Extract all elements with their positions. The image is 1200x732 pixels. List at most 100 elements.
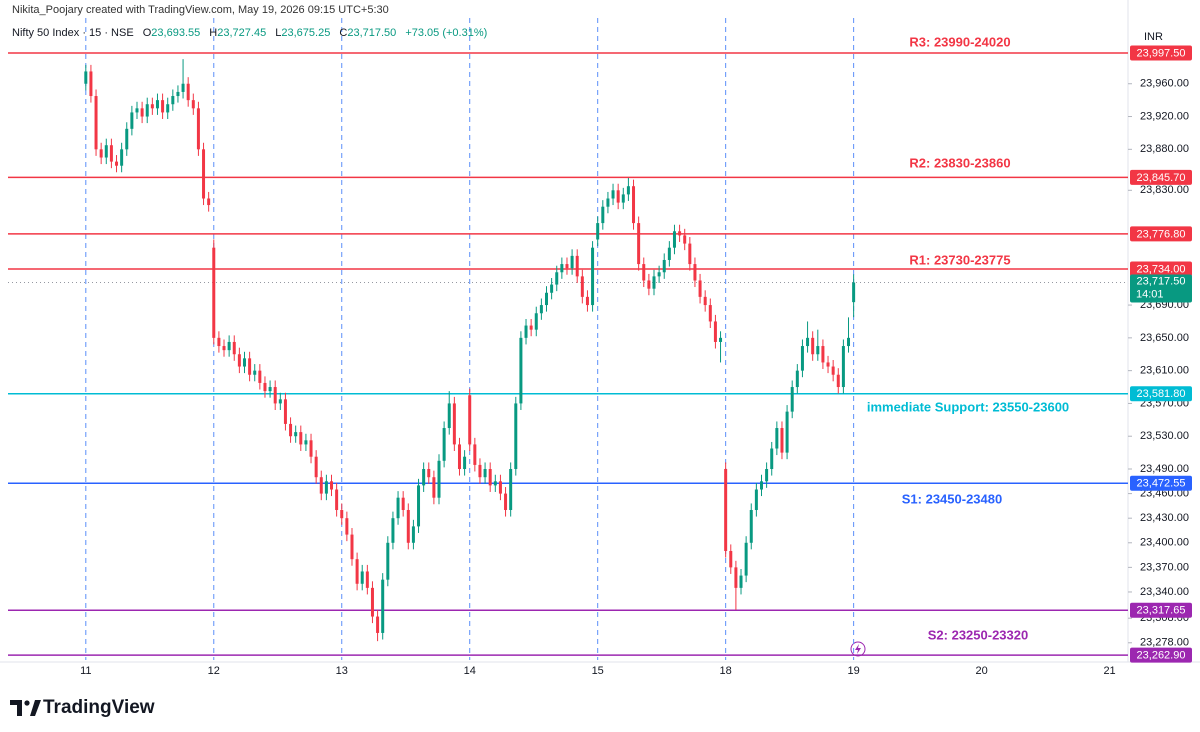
y-tick-label: 23,920.00: [1140, 110, 1189, 122]
candle-body: [667, 247, 671, 260]
candle-body: [432, 477, 436, 498]
candle-body: [115, 161, 119, 166]
candle-body: [345, 518, 349, 535]
level-price-tag: [1130, 602, 1192, 618]
candle-body: [698, 280, 702, 297]
candle-body: [365, 571, 369, 588]
ohlc-label: H: [209, 27, 218, 39]
candle-body: [800, 346, 804, 371]
candle-body: [852, 282, 856, 303]
candle-body: [104, 145, 108, 158]
candle-body: [452, 403, 456, 445]
candle-body: [570, 255, 574, 269]
candle-body: [826, 362, 830, 367]
candle-body: [637, 223, 641, 265]
change: +73.05 (+0.31%): [405, 27, 488, 39]
level-price-tag: [1130, 386, 1192, 402]
candle-body: [580, 276, 584, 297]
candle-body: [621, 194, 625, 203]
candle-body: [672, 231, 676, 248]
level-price-label: 23,734.00: [1137, 263, 1186, 275]
candle-body: [555, 272, 559, 285]
candle-body: [278, 399, 282, 404]
candle-body: [744, 542, 748, 576]
x-tick-label: 12: [208, 665, 220, 677]
candle-body: [422, 469, 426, 486]
level-price-tag: [1130, 45, 1192, 61]
candle-body: [155, 100, 159, 109]
candle-body: [253, 370, 257, 375]
candle-body: [176, 91, 180, 97]
candle-body: [202, 149, 206, 199]
candle-body: [304, 440, 308, 445]
candle-body: [785, 411, 789, 453]
candle-body: [140, 108, 144, 117]
level-price-tag: [1130, 475, 1192, 491]
candle-body: [89, 71, 93, 97]
candle-body: [258, 370, 262, 383]
candle-body: [166, 104, 170, 113]
x-tick-label: 15: [592, 665, 604, 677]
candle-body: [657, 272, 661, 277]
candle-body: [427, 469, 431, 478]
candle-body: [463, 456, 467, 470]
candle-body: [263, 382, 267, 392]
candle-body: [611, 190, 615, 199]
candle-body: [406, 509, 410, 543]
x-tick-label: 20: [975, 665, 987, 677]
level-price-label: 23,581.80: [1137, 388, 1186, 400]
candle-body: [678, 231, 682, 236]
y-tick-label: 23,960.00: [1140, 78, 1189, 90]
candle-body: [790, 387, 794, 412]
candle-body: [488, 469, 492, 486]
y-tick-label: 23,340.00: [1140, 586, 1189, 598]
countdown: 14:01: [1136, 288, 1164, 300]
candle-body: [642, 264, 646, 281]
candle-body: [734, 567, 738, 588]
level-price-tag: [1130, 261, 1192, 277]
candle-body: [816, 346, 820, 355]
candle-body: [616, 190, 620, 203]
candle-body: [606, 198, 610, 207]
candle-body: [171, 96, 175, 105]
candle-body: [145, 104, 149, 117]
candle-body: [550, 284, 554, 293]
candle-body: [299, 432, 303, 445]
logo-part: [24, 700, 30, 706]
logo-part: [10, 700, 22, 716]
candle-body: [84, 71, 88, 84]
candle-body: [821, 346, 825, 363]
candle-body: [647, 280, 651, 289]
y-tick-label: 23,400.00: [1140, 537, 1189, 549]
x-tick-label: 18: [720, 665, 732, 677]
candle-body: [739, 575, 743, 588]
level-price-label: 23,845.70: [1137, 172, 1186, 184]
candle-body: [693, 264, 697, 281]
candle-body: [125, 128, 129, 150]
x-tick-label: 14: [464, 665, 476, 677]
candle-body: [514, 403, 518, 470]
candle-body: [99, 149, 103, 158]
candle-body: [191, 100, 195, 109]
y-tick-label: 23,530.00: [1140, 430, 1189, 442]
candle-body: [386, 542, 390, 580]
candle-body: [504, 493, 508, 510]
candle-body: [632, 186, 636, 224]
symbol: Nifty 50 Index · 15 · NSE: [12, 27, 134, 39]
level-price-label: 23,776.80: [1137, 228, 1186, 240]
candle-body: [181, 83, 185, 92]
candle-body: [811, 337, 815, 355]
candle-body: [442, 428, 446, 461]
candle-body: [283, 399, 287, 424]
ohlc-value: 23,693.55: [151, 27, 201, 39]
candle-body: [703, 296, 707, 306]
currency-label: INR: [1144, 31, 1163, 43]
candle-body: [437, 460, 441, 498]
candle-body: [457, 444, 461, 470]
candle-body: [585, 296, 589, 306]
zone-annotation: S2: 23250-23320: [928, 627, 1028, 642]
candle-body: [161, 100, 165, 113]
candle-body: [196, 108, 200, 150]
